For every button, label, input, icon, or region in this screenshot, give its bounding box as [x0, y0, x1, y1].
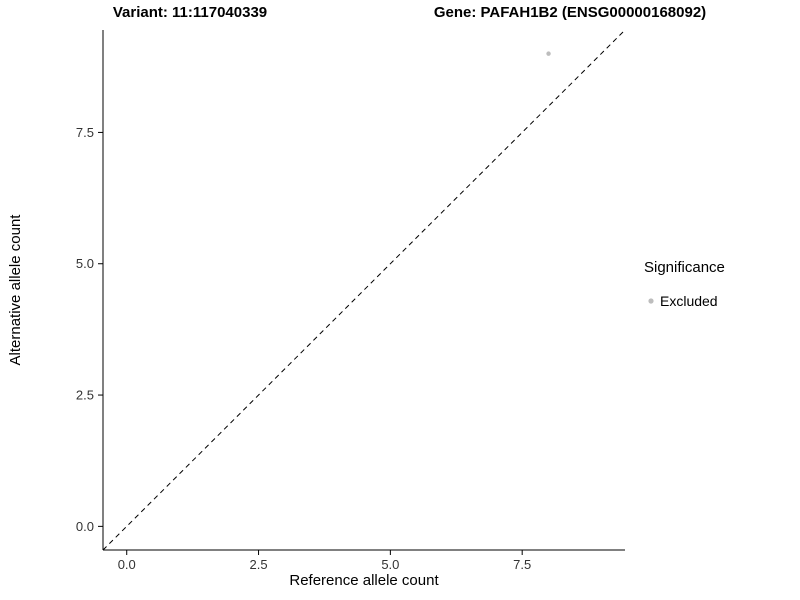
- y-tick-label: 2.5: [76, 388, 94, 403]
- identity-reference-line: [102, 29, 626, 551]
- x-tick-label: 5.0: [381, 557, 399, 572]
- x-tick-label: 7.5: [513, 557, 531, 572]
- variant-title: Variant: 11:117040339: [113, 4, 267, 21]
- data-point: [546, 51, 551, 56]
- x-tick-label: 0.0: [118, 557, 136, 572]
- gene-title: Gene: PAFAH1B2 (ENSG00000168092): [434, 4, 706, 21]
- y-tick-label: 5.0: [76, 256, 94, 271]
- x-tick-label: 2.5: [250, 557, 268, 572]
- legend-key-dot: [648, 298, 654, 304]
- legend-entry-label: Excluded: [660, 293, 718, 309]
- y-tick-label: 0.0: [76, 519, 94, 534]
- y-tick-label: 7.5: [76, 125, 94, 140]
- y-axis-title: Alternative allele count: [7, 214, 24, 366]
- x-axis-title: Reference allele count: [289, 572, 439, 589]
- legend-title: Significance: [644, 259, 725, 276]
